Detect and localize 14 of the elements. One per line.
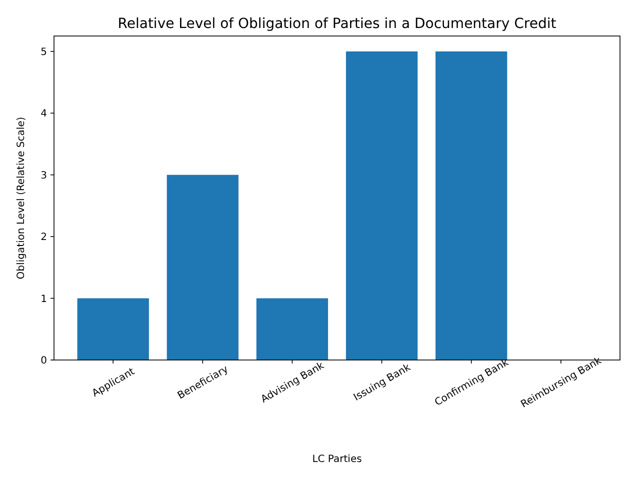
y-tick-label: 4 [40, 108, 47, 120]
y-tick-label: 5 [40, 46, 47, 58]
x-axis-title: LC Parties [312, 454, 362, 465]
bar [346, 51, 418, 360]
y-tick-label: 1 [40, 294, 47, 305]
bar [256, 298, 328, 360]
y-tick-label: 2 [40, 232, 47, 244]
bar [166, 174, 238, 360]
chart-title: Relative Level of Obligation of Parties in a Documentary Credit [118, 16, 557, 32]
y-axis-title: Obligation Level (Relative Scale) [16, 116, 27, 280]
y-tick-label: 0 [40, 356, 47, 366]
y-tick-label: 3 [40, 170, 47, 182]
bar [436, 51, 508, 360]
bar [77, 298, 149, 360]
